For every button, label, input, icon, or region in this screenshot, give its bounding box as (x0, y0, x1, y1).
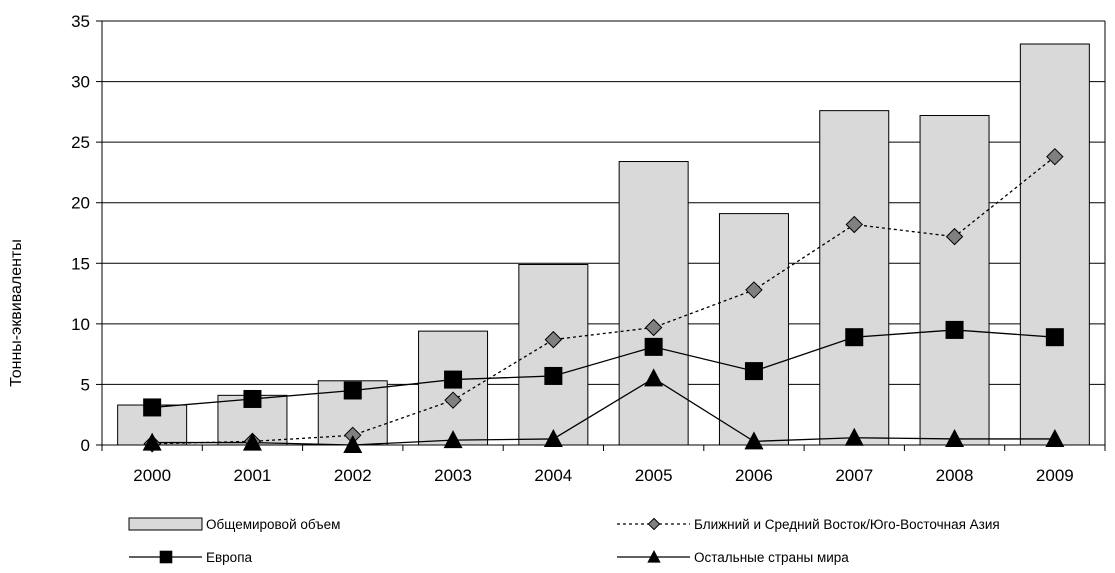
bar-2008 (919, 114, 990, 446)
point-diamond-2009 (1046, 147, 1064, 166)
point-square-2009 (1045, 328, 1064, 347)
point-square-2005 (644, 337, 663, 356)
legend-item-2: Ближний и Средний Восток/Юго-Восточная А… (617, 517, 1000, 532)
point-square-2000 (143, 398, 162, 417)
x-tick-label: 2002 (334, 466, 372, 485)
point-triangle-2004 (543, 428, 563, 447)
x-tick-label: 2008 (936, 466, 974, 485)
y-tick-label: 0 (81, 436, 90, 455)
tick-labels: 0 5 10 15 20 25 30 35 2000 2001 2002 2003 2004 2005 20… (71, 12, 1074, 485)
point-triangle-2001 (242, 432, 262, 451)
x-tick-label: 2006 (735, 466, 773, 485)
point-diamond-2003 (444, 391, 462, 409)
legend-swatch-bar (128, 517, 203, 531)
point-diamond-2007 (845, 215, 863, 234)
point-triangle-2003 (443, 430, 463, 449)
series-line-1 (152, 156, 1056, 445)
point-square-2002 (343, 381, 362, 400)
legend-marker-square (159, 550, 173, 564)
legend-label: Ближний и Средний Восток/Юго-Восточная А… (694, 517, 1000, 532)
bar-2009 (1019, 43, 1090, 446)
x-tick-label: 2003 (434, 466, 472, 485)
legend: Общемировой объем Ближний и Средний Восто… (128, 517, 1000, 565)
point-triangle-2002 (343, 435, 363, 453)
point-square-2008 (945, 320, 964, 339)
y-tick-label: 15 (71, 254, 90, 273)
y-axis-label: Тонны-эквиваленты (8, 239, 25, 387)
x-tick-label: 2007 (835, 466, 873, 485)
legend-item-1: Общемировой объем (128, 517, 340, 532)
point-triangle-2005 (644, 368, 664, 387)
legend-label: Остальные страны мира (694, 550, 849, 565)
series-line-2 (152, 329, 1055, 409)
x-tick-label: 2004 (534, 466, 572, 485)
point-triangle-2000 (142, 432, 162, 451)
point-triangle-2008 (945, 428, 965, 447)
legend-marker-diamond (647, 517, 661, 531)
x-tick-label: 2000 (133, 466, 171, 485)
legend-marker-triangle (647, 550, 661, 563)
point-triangle-2006 (744, 431, 764, 450)
legend-item-3: Европа (129, 550, 253, 565)
x-tick-label: 2001 (234, 466, 272, 485)
line-series (152, 156, 1056, 446)
bar-2004 (518, 263, 589, 446)
point-diamond-2004 (544, 330, 563, 349)
bar-2006 (718, 213, 789, 446)
point-square-2006 (744, 362, 763, 381)
point-diamond-2006 (745, 281, 763, 299)
y-tick-label: 10 (71, 315, 90, 334)
point-triangle-2009 (1045, 428, 1065, 447)
x-tick-label: 2009 (1036, 466, 1074, 485)
bar-2007 (819, 110, 890, 446)
y-tick-label: 35 (71, 12, 90, 31)
series-markers (142, 147, 1065, 453)
point-square-2007 (845, 328, 864, 347)
y-tick-label: 20 (71, 194, 90, 213)
y-tick-label: 30 (71, 73, 90, 92)
point-diamond-2008 (945, 227, 964, 246)
y-tick-label: 5 (81, 375, 90, 394)
y-tick-label: 25 (71, 133, 90, 152)
point-square-2004 (544, 366, 563, 385)
series-line-3 (152, 377, 1055, 446)
legend-label: Европа (206, 550, 253, 565)
point-square-2003 (444, 370, 463, 389)
bar-2005 (618, 161, 689, 446)
gridlines (102, 20, 1105, 385)
legend-label: Общемировой объем (206, 517, 340, 532)
axes (96, 20, 1106, 451)
legend-item-4: Остальные страны мира (617, 550, 849, 565)
point-triangle-2007 (844, 427, 864, 446)
point-square-2001 (243, 389, 262, 408)
x-tick-label: 2005 (635, 466, 673, 485)
point-diamond-2005 (644, 318, 663, 337)
